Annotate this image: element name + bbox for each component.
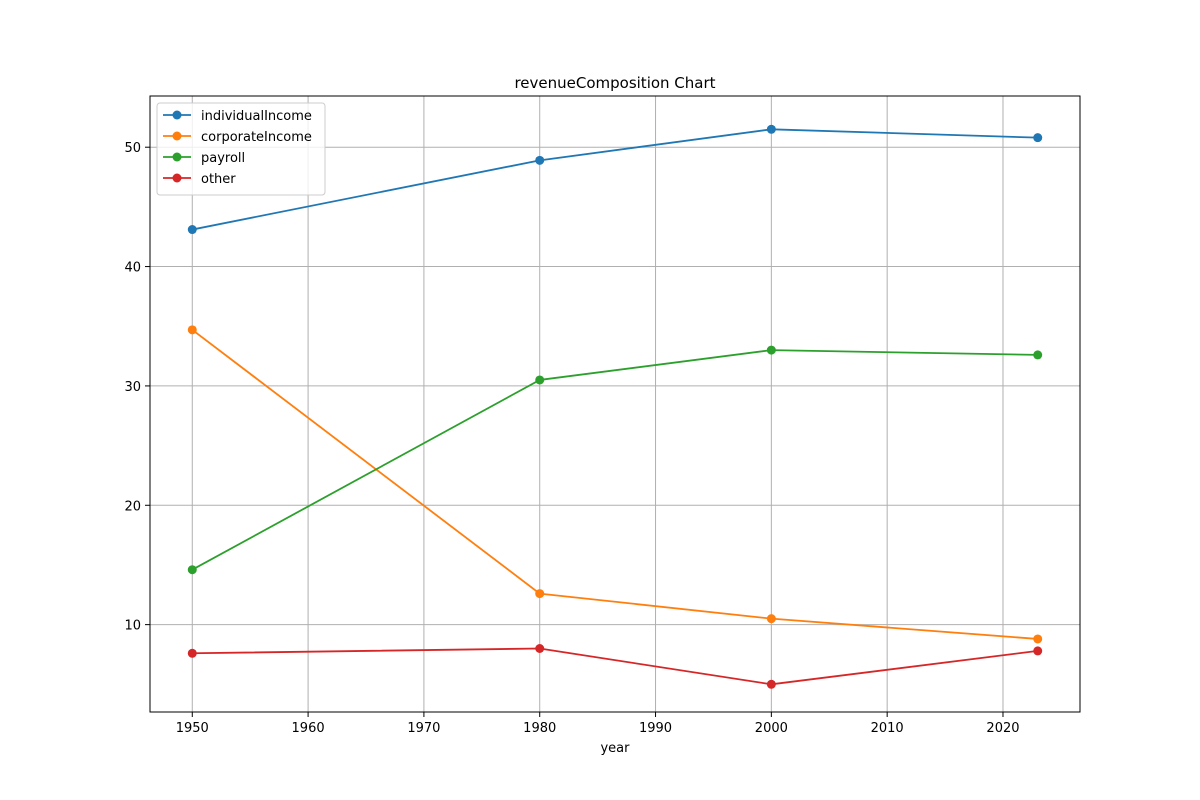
legend-label: other [201,172,236,187]
y-axis: 10 20 30 40 50 [124,141,150,634]
legend-box [156,102,326,196]
x-tick-label: 1990 [639,721,672,736]
data-point-individualIncome [1033,133,1043,143]
x-tick-label: 1960 [292,721,325,736]
legend: individualIncome corporateIncome payroll ot… [156,102,326,196]
data-point-individualIncome [766,124,776,134]
legend-marker [172,173,182,183]
x-tick-label: 2000 [755,721,788,736]
y-tick-label: 50 [124,141,141,156]
data-point-payroll [1033,350,1043,360]
data-point-other [766,679,776,689]
data-point-corporateIncome [1033,634,1043,644]
legend-item: corporateIncome [163,130,312,145]
series-individualIncome [187,124,1043,235]
legend-item: other [163,172,236,187]
legend-marker [172,131,182,141]
x-tick-label: 2020 [986,721,1019,736]
x-tick-label: 1970 [407,721,440,736]
x-axis-title: year [600,741,630,756]
x-tick-label: 2010 [871,721,904,736]
data-point-payroll [535,375,545,385]
data-point-corporateIncome [535,589,545,599]
plot-frame [149,95,1081,713]
x-axis: 1950 1960 1970 1980 1990 2000 2010 2020 [176,712,1020,736]
y-tick-label: 30 [124,380,141,395]
legend-marker [172,152,182,162]
data-point-corporateIncome [766,614,776,624]
legend-item: individualIncome [163,109,312,124]
grid [150,96,1080,712]
legend-marker [172,110,182,120]
data-point-payroll [766,345,776,355]
data-point-other [535,644,545,654]
data-point-other [187,648,197,658]
data-point-corporateIncome [187,325,197,335]
series-line-payroll [191,349,1038,571]
legend-item: payroll [163,151,245,166]
chart-title: revenueComposition Chart [514,74,715,92]
series-corporateIncome [187,325,1043,644]
x-tick-label: 1950 [176,721,209,736]
legend-label: individualIncome [201,109,312,124]
data-point-other [1033,646,1043,656]
series-line-corporateIncome [191,329,1038,640]
data-point-individualIncome [187,225,197,235]
data-point-payroll [187,565,197,575]
series-line-individualIncome [192,128,1038,231]
legend-label: corporateIncome [201,130,312,145]
x-tick-label: 1980 [523,721,556,736]
series-line-other [192,647,1038,686]
y-tick-label: 40 [124,261,141,276]
data-point-individualIncome [535,155,545,165]
series-other [187,644,1043,689]
series-payroll [187,345,1043,575]
legend-label: payroll [201,151,245,166]
y-tick-label: 20 [124,499,141,514]
series-layer [187,124,1043,689]
y-tick-label: 10 [124,619,141,634]
